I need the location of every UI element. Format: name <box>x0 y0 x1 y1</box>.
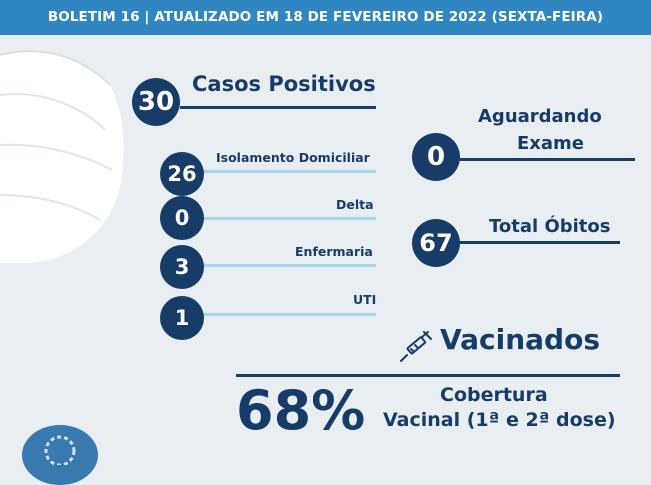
breakdown-badge-isolamento: 26 <box>160 152 204 196</box>
municipal-emblem <box>22 425 98 485</box>
breakdown-line-isolamento <box>200 170 376 173</box>
positivos-label: Casos Positivos <box>192 72 376 96</box>
aguardando-line <box>450 158 635 161</box>
breakdown-line-enfermaria <box>200 264 376 267</box>
header-prefix: BOLETIM 16 | ATUALIZADO EM <box>47 9 284 25</box>
aguardando-label-line1: Aguardando <box>478 106 602 127</box>
breakdown-value-delta: 0 <box>174 206 190 230</box>
obitos-badge: 67 <box>412 219 460 267</box>
breakdown-label-delta: Delta <box>336 197 374 212</box>
aguardando-label-line2: Exame <box>517 133 585 154</box>
header-suffix: (SEXTA-FEIRA) <box>486 9 604 25</box>
header-bar: BOLETIM 16 | ATUALIZADO EM 18 DE FEVEREI… <box>0 0 651 35</box>
syringe-icon <box>400 331 432 362</box>
positivos-line <box>180 106 376 109</box>
breakdown-badge-uti: 1 <box>160 296 204 340</box>
breakdown-badge-delta: 0 <box>160 196 204 240</box>
aguardando-badge: 0 <box>412 133 460 181</box>
breakdown-line-delta <box>200 217 376 220</box>
vacinados-line <box>236 374 620 377</box>
breakdown-value-isolamento: 26 <box>167 162 197 186</box>
positivos-value: 30 <box>137 87 175 117</box>
breakdown-badge-enfermaria: 3 <box>160 245 204 289</box>
breakdown-label-uti: UTI <box>353 292 377 307</box>
obitos-line <box>450 241 620 244</box>
aguardando-value: 0 <box>426 142 446 172</box>
header-date: 18 DE FEVEREIRO DE 2022 <box>283 9 487 25</box>
breakdown-label-isolamento: Isolamento Domiciliar <box>216 150 370 165</box>
emblem-gear-icon <box>44 435 76 467</box>
face-mask-image <box>0 50 124 263</box>
positivos-badge: 30 <box>132 78 180 126</box>
cobertura-line1: Cobertura <box>440 384 548 406</box>
vacinados-title: Vacinados <box>440 323 601 356</box>
obitos-label: Total Óbitos <box>489 216 611 237</box>
obitos-value: 67 <box>419 229 453 257</box>
cobertura-line2: Vacinal (1ª e 2ª dose) <box>383 409 616 431</box>
vacinados-percent: 68% <box>236 379 366 442</box>
breakdown-label-enfermaria: Enfermaria <box>295 244 373 259</box>
breakdown-value-uti: 1 <box>174 306 190 330</box>
breakdown-value-enfermaria: 3 <box>174 255 190 279</box>
breakdown-line-uti <box>200 313 376 316</box>
